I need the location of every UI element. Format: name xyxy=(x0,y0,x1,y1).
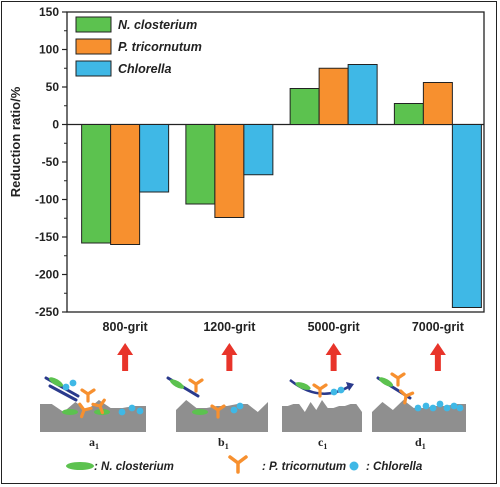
p-tricornutum-icon xyxy=(188,378,204,393)
category-label: 5000-grit xyxy=(308,320,361,334)
red-up-arrow-icon xyxy=(117,343,134,371)
schematic-panel-d: d1 xyxy=(372,343,466,451)
chlorella-icon xyxy=(236,402,244,410)
legend: N. closterium P. tricornutum Chlorella xyxy=(75,16,202,77)
y-tick-label: 0 xyxy=(52,118,59,132)
key-label: : N. closterium xyxy=(94,461,174,473)
chlorella-icon xyxy=(422,402,430,410)
p-tricornutum-icon xyxy=(210,404,226,419)
chlorella-icon xyxy=(69,379,77,387)
schematic-key: : N. closterium : P. tricornutum : Chlorel… xyxy=(66,455,423,474)
curved-arrow-head-icon xyxy=(346,382,354,391)
bar-1200-grit-chlorella xyxy=(243,124,274,176)
rough-substrate xyxy=(372,400,466,432)
red-up-arrow-icon xyxy=(221,343,238,371)
y-tick-label: -200 xyxy=(35,268,59,282)
y-tick-label: 150 xyxy=(39,5,59,19)
probe-rod-icon xyxy=(48,384,78,402)
schematic-panel-a: a1 xyxy=(40,343,146,451)
legend-label: P. tricornutum xyxy=(118,40,202,54)
p-tricornutum-icon xyxy=(91,398,106,415)
n-closterium-icon xyxy=(378,377,394,387)
panel-label: d1 xyxy=(415,435,426,451)
n-closterium-icon xyxy=(48,377,64,387)
bar-7000-grit-p-tricornutum xyxy=(422,82,453,125)
bar-5000-grit-n-closterium xyxy=(289,88,320,125)
chlorella-icon xyxy=(337,386,345,394)
legend-label: Chlorella xyxy=(118,62,172,76)
chlorella-icon xyxy=(443,404,451,412)
rough-substrate xyxy=(40,400,146,432)
chlorella-icon xyxy=(436,400,444,408)
category-label: 800-grit xyxy=(103,320,149,334)
bar-800-grit-chlorella xyxy=(139,124,170,193)
bar-7000-grit-chlorella xyxy=(451,124,482,308)
n-closterium-icon xyxy=(62,409,78,415)
schematic-panel-b: b1 xyxy=(176,343,268,451)
p-tricornutum-icon xyxy=(399,389,415,405)
y-tick-label: -50 xyxy=(42,155,60,169)
p-tricornutum-icon xyxy=(78,402,93,419)
p-tricornutum-icon xyxy=(80,388,96,403)
y-tick-label: 100 xyxy=(39,43,59,57)
bar-800-grit-p-tricornutum xyxy=(110,124,141,245)
bar-5000-grit-chlorella xyxy=(347,64,378,125)
schematic-illustrations: a1 b1 c1 d1 xyxy=(40,343,466,451)
chlorella-icon xyxy=(136,407,144,415)
key-label: : Chlorella xyxy=(366,461,423,473)
chlorella-icon xyxy=(118,408,126,416)
rough-substrate xyxy=(282,400,362,432)
legend-label: N. closterium xyxy=(118,18,197,32)
n-closterium-icon xyxy=(169,379,185,389)
bar-1200-grit-n-closterium xyxy=(185,124,216,205)
green-ellipse-icon xyxy=(66,462,94,470)
bar-7000-grit-n-closterium xyxy=(393,103,424,125)
bar-1200-grit-p-tricornutum xyxy=(214,124,245,218)
chlorella-icon xyxy=(429,404,437,412)
chlorella-icon xyxy=(414,404,422,412)
p-tricornutum-icon xyxy=(312,383,328,398)
bar-5000-grit-p-tricornutum xyxy=(318,67,349,125)
n-closterium-icon xyxy=(295,382,311,390)
bars xyxy=(81,64,482,308)
schematic-panel-c: c1 xyxy=(282,343,362,451)
legend-swatch xyxy=(75,60,112,77)
category-label: 1200-grit xyxy=(203,320,256,334)
chlorella-icon xyxy=(128,404,136,412)
chlorella-icon xyxy=(330,388,338,396)
p-tricornutum-icon xyxy=(390,372,406,387)
y-tick-label: -150 xyxy=(35,230,59,244)
panel-label: c1 xyxy=(318,435,327,451)
red-up-arrow-icon xyxy=(429,343,446,371)
n-closterium-icon xyxy=(192,409,208,415)
chlorella-icon xyxy=(62,383,70,391)
key-label: : P. tricornutum xyxy=(262,461,346,473)
rough-substrate xyxy=(176,400,268,432)
axes: -250 -200 -150 -100 -50 0 50 100 150 xyxy=(35,5,485,319)
category-label: 7000-grit xyxy=(412,320,465,334)
bar-800-grit-n-closterium xyxy=(81,124,112,244)
y-tick-label: -250 xyxy=(35,305,59,319)
legend-swatch xyxy=(75,38,112,55)
y-tick-label: -100 xyxy=(35,193,59,207)
panel-label: a1 xyxy=(89,435,99,451)
orange-y-icon xyxy=(228,455,248,474)
legend-swatch xyxy=(75,16,112,33)
chlorella-icon xyxy=(230,406,238,414)
category-labels: 800-grit 1200-grit 5000-grit 7000-grit xyxy=(103,320,465,334)
red-up-arrow-icon xyxy=(325,343,342,371)
chlorella-icon xyxy=(456,404,464,412)
panel-label: b1 xyxy=(218,435,229,451)
blue-dot-icon xyxy=(349,461,359,471)
chlorella-icon xyxy=(450,402,458,410)
y-axis-label: Reduction ratio/% xyxy=(8,86,23,197)
y-tick-label: 50 xyxy=(46,80,60,94)
